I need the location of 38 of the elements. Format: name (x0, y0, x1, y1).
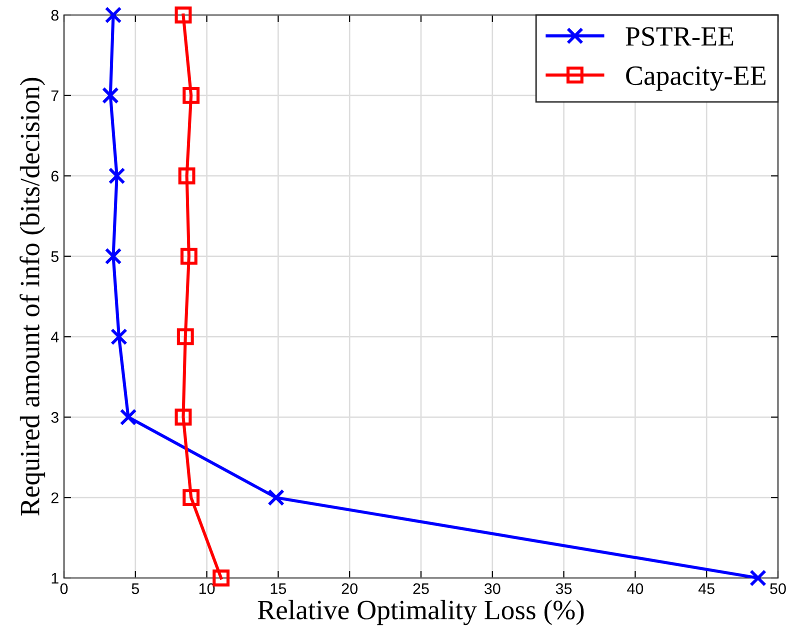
point (176, 328, 194, 346)
point (110, 328, 128, 346)
point (120, 408, 137, 426)
x-tick-label: 30 (484, 583, 500, 594)
x-tick-label: 10 (199, 583, 215, 594)
point (178, 167, 196, 184)
x-tick-label: 5 (132, 583, 140, 594)
point (182, 489, 200, 506)
x-tick-label: 45 (698, 583, 714, 594)
point (268, 489, 285, 506)
point (180, 248, 198, 265)
y-tick-label: 8 (51, 10, 58, 21)
y-tick-label: 5 (51, 251, 58, 262)
legend-label: Capacity-EE (626, 66, 766, 91)
y-tick-label: 6 (51, 170, 58, 182)
legend-label: PSTR-EE (626, 27, 734, 46)
point (174, 408, 192, 426)
point (750, 570, 766, 586)
x-tick-label: 25 (413, 583, 429, 594)
y-tick-label: 4 (50, 332, 59, 342)
point (104, 248, 122, 265)
point (104, 6, 122, 24)
y-tick-label: 1 (52, 573, 58, 584)
point (174, 6, 192, 24)
x-tick-label: 0 (60, 583, 68, 594)
x-tick-label: 15 (270, 583, 286, 594)
x-tick-label: 20 (342, 583, 358, 594)
x-axis-title: Relative Optimality Loss (%) (258, 600, 584, 626)
x-tick-label: 35 (556, 583, 572, 594)
x-tick-label: 40 (627, 583, 644, 594)
y-tick-label: 3 (51, 412, 58, 423)
point (182, 86, 200, 104)
x-tick-label: 50 (770, 583, 786, 594)
y-axis-title: Required amount of info (bits/decision) (20, 78, 46, 516)
point (102, 86, 119, 104)
point (108, 167, 126, 184)
y-tick-label: 2 (51, 492, 58, 504)
y-tick-label: 7 (51, 90, 58, 101)
